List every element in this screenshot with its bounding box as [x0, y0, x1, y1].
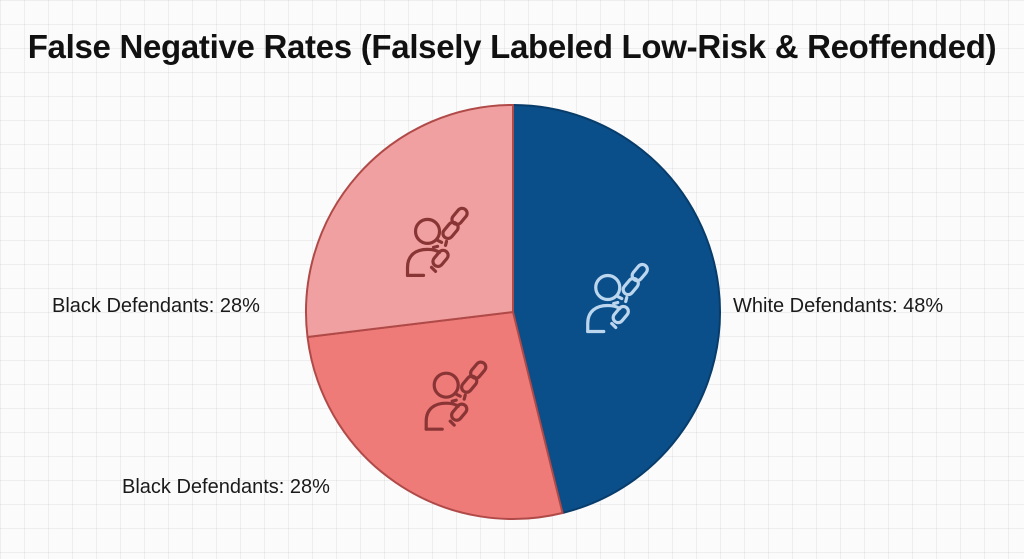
- chart-title: False Negative Rates (Falsely Labeled Lo…: [27, 28, 997, 65]
- pie-slice-black-defendants-lower: [306, 311, 564, 520]
- slice-label-white-defendants: White Defendants: 48%: [733, 295, 944, 317]
- person-broken-chain-icon-black-lower: [424, 360, 488, 431]
- person-broken-chain-icon-white: [586, 262, 649, 334]
- slice-label-black-defendants-upper: Black Defendants: 28%: [52, 295, 260, 317]
- person-broken-chain-icon-black-upper: [405, 206, 469, 277]
- pie-slice-black-defendants-upper: [305, 104, 514, 338]
- pie-slice-white-defendants: [512, 104, 721, 514]
- slice-label-black-defendants-lower: Black Defendants: 28%: [122, 476, 330, 498]
